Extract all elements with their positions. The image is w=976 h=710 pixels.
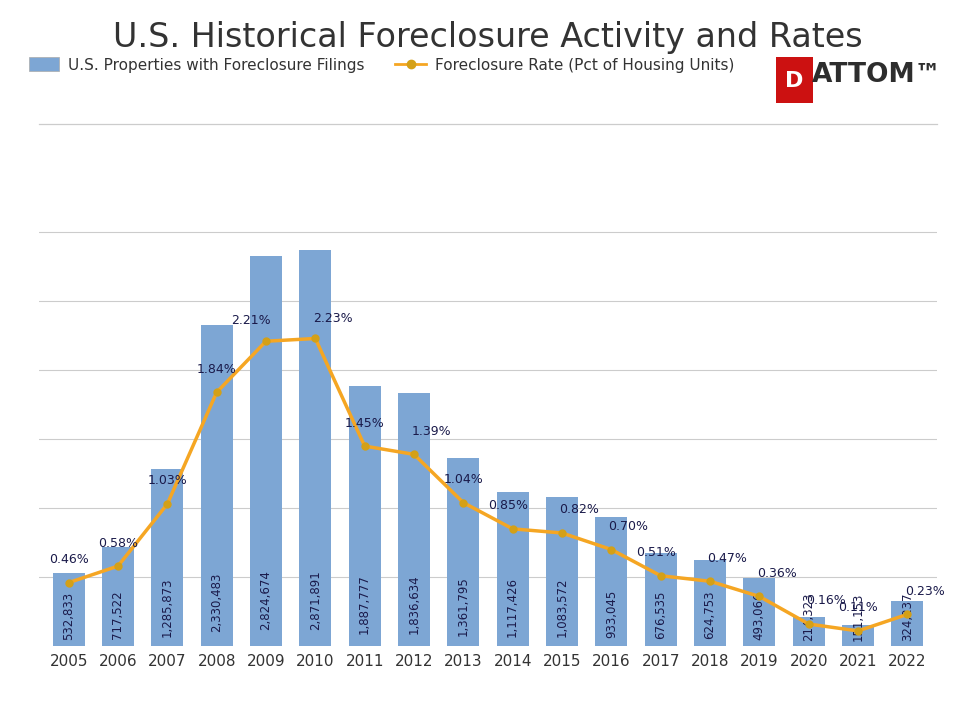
Bar [300,250,332,646]
Bar [102,547,134,646]
Text: 1,117,426: 1,117,426 [507,577,519,638]
Text: 1,836,634: 1,836,634 [408,574,421,634]
Bar [744,578,775,646]
Text: 2,824,674: 2,824,674 [260,570,272,630]
Text: 0.70%: 0.70% [609,520,649,533]
Text: 1.04%: 1.04% [443,473,483,486]
Text: 493,066: 493,066 [752,591,766,640]
Bar [348,386,381,646]
Bar [644,553,676,646]
Bar [793,616,825,646]
Bar [595,518,628,646]
Text: 0.16%: 0.16% [806,594,846,608]
Bar [201,324,232,646]
Bar [842,626,874,646]
Bar [891,601,923,646]
Bar [694,560,726,646]
Text: 2.23%: 2.23% [312,312,352,324]
Text: 2.21%: 2.21% [231,315,271,327]
Text: 676,535: 676,535 [654,591,668,639]
Text: 0.23%: 0.23% [905,585,945,598]
Text: 0.47%: 0.47% [708,552,748,564]
Text: 933,045: 933,045 [605,590,618,638]
Text: 0.11%: 0.11% [838,601,877,614]
Bar [497,492,529,646]
Bar [447,458,479,646]
Text: 1,285,873: 1,285,873 [161,577,174,637]
Bar [53,572,85,646]
Text: 324,237: 324,237 [901,592,914,640]
Text: 1.39%: 1.39% [412,425,451,438]
Bar [546,496,578,646]
Text: 1.45%: 1.45% [345,417,385,430]
FancyBboxPatch shape [774,55,815,105]
Text: 151,153: 151,153 [851,593,865,641]
Text: ATTOM™: ATTOM™ [812,62,942,87]
Text: 1.03%: 1.03% [147,474,187,488]
Text: 1,083,572: 1,083,572 [555,578,568,638]
Text: 532,833: 532,833 [62,591,75,640]
Text: 0.46%: 0.46% [49,553,89,566]
Bar [398,393,430,646]
Text: 2,871,891: 2,871,891 [308,570,322,630]
Text: 0.85%: 0.85% [488,499,528,513]
Text: 1,361,795: 1,361,795 [457,577,469,636]
Text: 624,753: 624,753 [704,591,716,640]
Bar [151,469,183,646]
Text: D: D [786,71,803,91]
Bar [250,256,282,646]
Text: 1.84%: 1.84% [197,363,236,376]
Text: 214,323: 214,323 [802,593,815,641]
Text: 2,330,483: 2,330,483 [210,573,224,633]
Legend: U.S. Properties with Foreclosure Filings, Foreclosure Rate (Pct of Housing Units: U.S. Properties with Foreclosure Filings… [28,58,735,72]
Text: 0.51%: 0.51% [635,546,675,559]
Text: 0.82%: 0.82% [559,503,599,516]
Text: 1,887,777: 1,887,777 [358,574,371,634]
Text: 0.58%: 0.58% [98,537,138,550]
Text: 717,522: 717,522 [111,591,125,639]
Text: U.S. Historical Foreclosure Activity and Rates: U.S. Historical Foreclosure Activity and… [113,21,863,54]
Text: 0.36%: 0.36% [756,567,796,580]
